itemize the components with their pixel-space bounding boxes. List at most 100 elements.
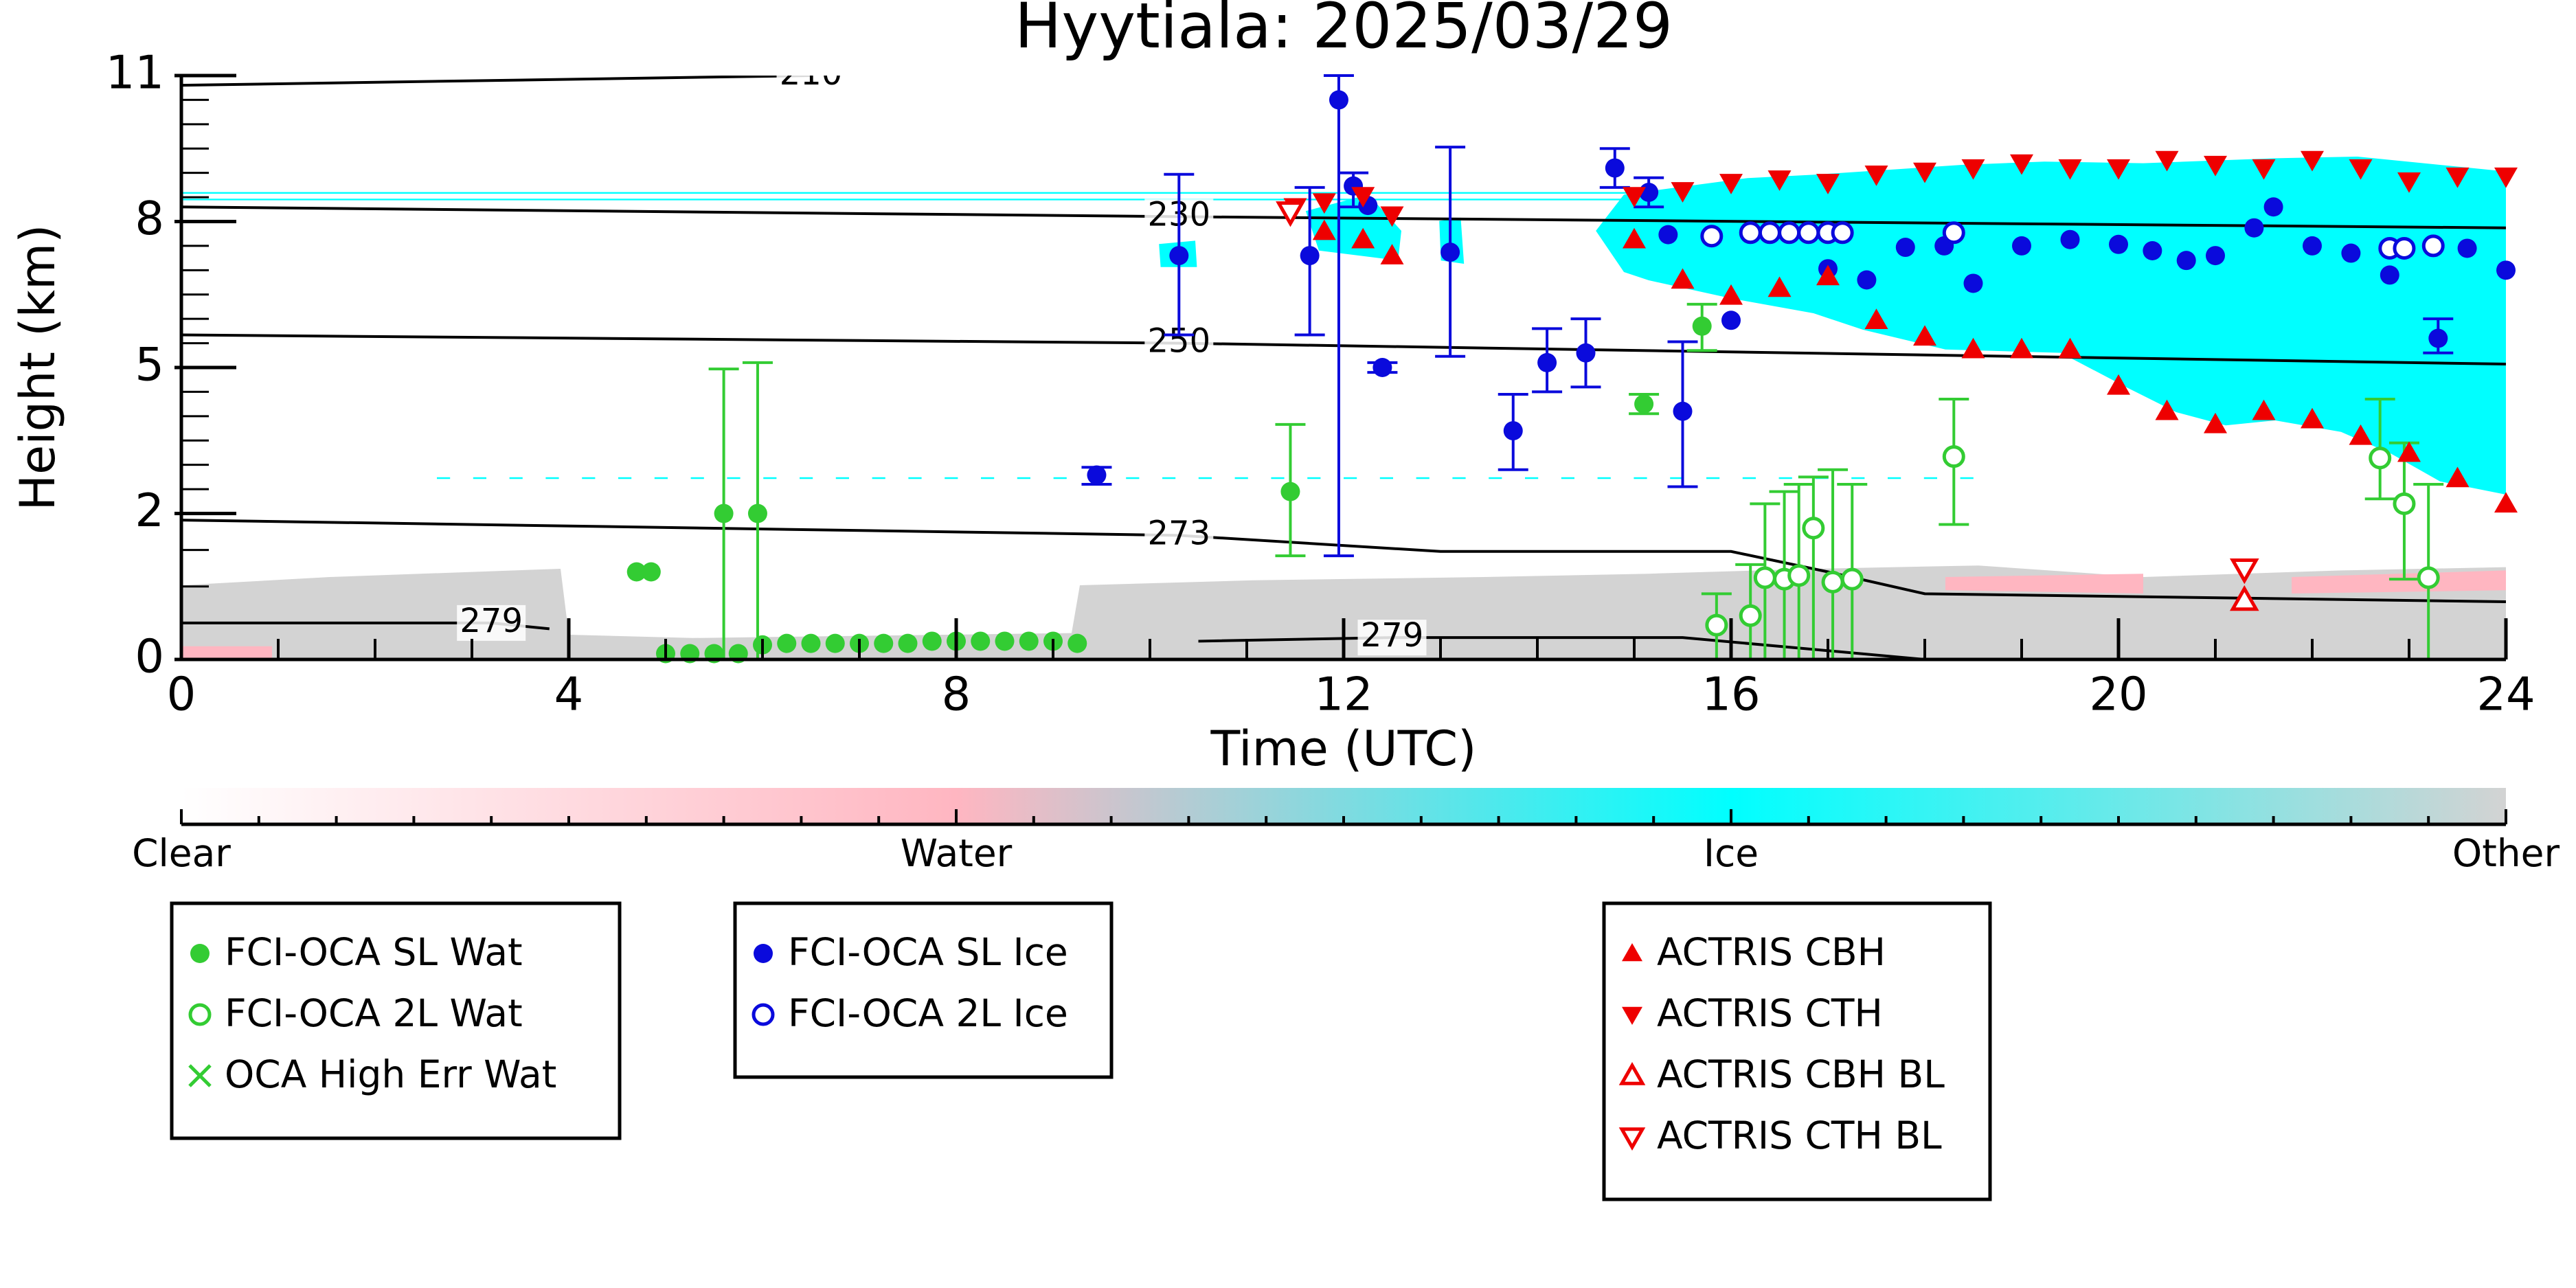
legend-box [733,901,1114,1079]
point [1778,221,1801,245]
legend-label: OCA High Err Wat [225,1052,556,1096]
axes: 0 4 8 12 16 20 24 0 2 5 8 11 [106,46,2535,721]
point [825,633,845,653]
legend-marker [190,944,210,963]
colorbar-label: Ice [1704,831,1759,875]
legend-marker [1622,943,1642,962]
point [1503,421,1523,441]
legend-marker [1618,1127,1646,1151]
cloud-classification [181,157,2506,659]
point [2143,241,2162,260]
point [2206,246,2225,266]
legend-marker [188,1064,212,1087]
point [1351,187,1375,207]
legend-marker [1618,1061,1646,1085]
point [1719,174,1743,194]
legend-box [1602,901,1992,1201]
point [641,562,661,582]
point [1797,221,1820,245]
point [1576,343,1596,363]
point [874,633,894,653]
legend-label: ACTRIS CTH [1657,991,1883,1035]
point [2380,265,2399,285]
point [2155,399,2179,420]
point [777,633,797,653]
colorbar: Clear Water Ice Other [132,788,2560,875]
isotherm-label: 279 [1361,616,1424,655]
point [2301,407,2324,429]
point [1087,465,1107,485]
legend-marker [754,944,773,963]
point [1372,358,1392,377]
isotherm [181,76,811,87]
point [2107,374,2130,395]
point [2457,238,2477,258]
water-patch [181,646,273,659]
point [2393,236,2416,260]
point [2421,234,2445,258]
x-tick-label: 0 [167,668,196,721]
point [922,631,942,651]
chart-title: Hyytiala: 2025/03/29 [1015,0,1673,63]
point [2252,159,2276,180]
point [1942,445,1965,468]
point [1821,570,1844,594]
point [2445,167,2470,188]
x-axis-label: Time (UTC) [1210,721,1477,777]
point [1280,482,1300,501]
point [971,631,991,651]
point [626,562,646,582]
isotherm-label-bg [457,605,526,641]
point [2393,492,2416,515]
point [1831,221,1854,245]
legend-box [170,901,622,1140]
isotherm-label-bg [776,76,846,93]
legend-label: ACTRIS CTH BL [1657,1114,1942,1157]
point [1840,567,1864,591]
point [2349,424,2373,445]
point [2012,236,2031,256]
point [2109,234,2128,254]
point [1816,174,1840,194]
point [1692,316,1712,336]
point [1605,158,1625,178]
point [2301,150,2324,172]
point [2263,197,2283,217]
colorbar-label: Clear [132,831,231,875]
point [2058,337,2082,359]
point [1913,162,1936,183]
point [1705,613,1728,637]
legend-marker [752,1003,775,1026]
water-patch [1945,574,2144,594]
point [1537,352,1557,372]
point [2229,585,2259,611]
point [1634,394,1654,414]
point [1802,517,1825,540]
point [2445,466,2470,488]
isotherm [1198,636,1925,659]
y-tick-label: 11 [106,46,164,100]
point [1312,193,1336,214]
x-tick-label: 8 [942,668,971,721]
point [2341,243,2361,263]
point [2229,558,2259,585]
point [1767,276,1792,297]
point [1300,246,1320,266]
legend-label: ACTRIS CBH BL [1657,1052,1945,1096]
water-patch [2292,570,2506,594]
point [1767,170,1792,191]
point [1864,308,1888,330]
point [2204,412,2227,433]
point [2107,159,2130,180]
x-tick-label: 20 [2089,668,2147,721]
point [2303,236,2322,256]
legend-marker [1622,1006,1642,1025]
isotherm-label-bg [1144,517,1214,554]
error-bar [1323,74,1354,558]
point [1864,166,1888,186]
y-tick-label: 0 [135,630,164,683]
point [1721,310,1741,330]
isotherm-label: 279 [460,602,523,640]
point [1961,337,1985,359]
